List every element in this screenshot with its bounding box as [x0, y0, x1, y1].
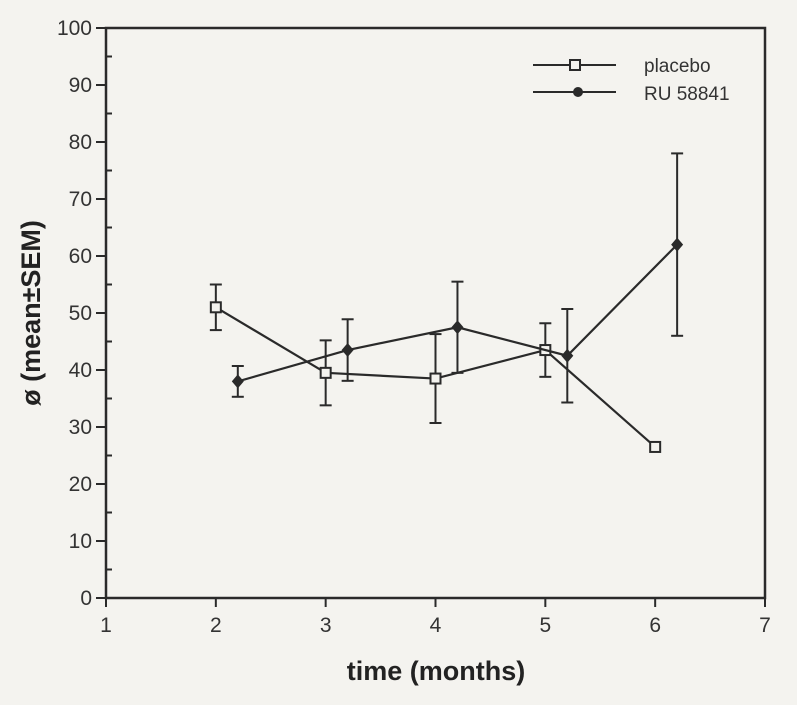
legend-marker-ru58841 — [573, 87, 583, 97]
legend-label-placebo: placebo — [644, 56, 711, 77]
x-tick-label: 1 — [100, 614, 112, 637]
series-placebo — [209, 283, 662, 453]
y-tick-label: 20 — [69, 473, 92, 496]
legend-marker-placebo — [569, 59, 581, 71]
y-axis-ticks: 0 10 20 30 40 50 60 70 80 90 100 — [57, 17, 112, 610]
y-tick-label: 30 — [69, 416, 92, 439]
data-point-diamond — [231, 374, 244, 389]
x-tick-label: 7 — [759, 614, 771, 637]
x-tick-label: 4 — [430, 614, 442, 637]
data-point-square — [649, 440, 662, 453]
x-tick-label: 3 — [320, 614, 332, 637]
legend-label-ru58841: RU 58841 — [644, 84, 730, 105]
data-point-square — [319, 366, 332, 379]
data-point-diamond — [451, 320, 464, 335]
x-tick-label: 2 — [210, 614, 222, 637]
x-tick-label: 6 — [649, 614, 661, 637]
data-point-square — [209, 301, 222, 314]
series-ru-58841 — [231, 152, 684, 404]
y-tick-label: 100 — [57, 17, 92, 40]
y-axis-title: ø (mean±SEM) — [16, 220, 46, 406]
y-tick-label: 80 — [69, 131, 92, 154]
x-tick-label: 5 — [539, 614, 551, 637]
series-group — [209, 152, 684, 453]
legend: placebo RU 58841 — [533, 56, 730, 105]
y-tick-label: 50 — [69, 302, 92, 325]
y-tick-label: 70 — [69, 188, 92, 211]
x-axis-ticks: 1 2 3 4 5 6 7 — [100, 598, 771, 637]
data-point-diamond — [561, 348, 574, 363]
plot-frame — [104, 26, 767, 600]
data-point-diamond — [671, 237, 684, 252]
y-tick-label: 0 — [80, 587, 92, 610]
data-point-square — [429, 372, 442, 385]
axes — [104, 26, 767, 600]
y-tick-label: 90 — [69, 74, 92, 97]
y-tick-label: 60 — [69, 245, 92, 268]
y-tick-label: 10 — [69, 530, 92, 553]
x-axis-title: time (months) — [347, 656, 526, 686]
data-point-diamond — [341, 343, 354, 358]
y-tick-label: 40 — [69, 359, 92, 382]
